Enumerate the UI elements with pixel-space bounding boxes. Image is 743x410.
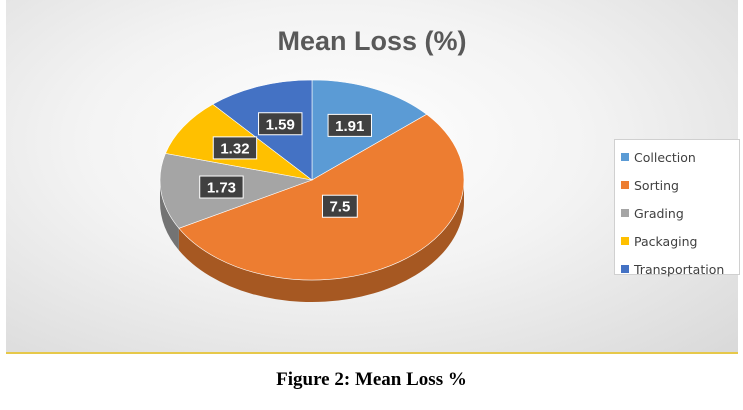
- legend-label: Collection: [634, 149, 696, 165]
- data-label-packaging: 1.32: [212, 136, 258, 160]
- data-label-sorting: 7.5: [321, 194, 358, 218]
- legend-swatch: [621, 153, 629, 161]
- legend-item-collection: Collection: [621, 143, 739, 171]
- legend-swatch: [621, 209, 629, 217]
- legend-label: Sorting: [634, 177, 679, 193]
- data-label-transportation: 1.59: [258, 112, 303, 136]
- pie-slice-sorting: [178, 113, 465, 281]
- legend-item-packaging: Packaging: [621, 227, 739, 255]
- pie-chart: 1.91 7.5 1.73 1.32 1.59: [159, 79, 465, 302]
- svg-text:1.59: 1.59: [266, 116, 295, 133]
- legend-item-grading: Grading: [621, 199, 739, 227]
- svg-text:7.5: 7.5: [329, 199, 350, 216]
- chart-area: 1.91 7.5 1.73 1.32 1.59 Mean Loss (%) Collec…: [6, 0, 740, 352]
- chart-border-line: [6, 352, 738, 354]
- svg-text:1.91: 1.91: [335, 118, 364, 135]
- svg-text:1.32: 1.32: [220, 140, 249, 157]
- legend: Collection Sorting Grading Packaging Transpo…: [614, 139, 740, 277]
- legend-swatch: [621, 265, 629, 273]
- svg-text:1.73: 1.73: [207, 180, 236, 197]
- chart-title: Mean Loss (%): [277, 26, 467, 56]
- data-label-collection: 1.91: [327, 113, 372, 137]
- legend-swatch: [621, 181, 629, 189]
- legend-item-transportation: Transportation: [621, 255, 739, 283]
- legend-item-sorting: Sorting: [621, 171, 739, 199]
- legend-label: Grading: [634, 205, 684, 221]
- legend-label: Packaging: [634, 233, 698, 249]
- legend-label: Transportation: [634, 261, 725, 277]
- legend-swatch: [621, 237, 629, 245]
- figure-caption: Figure 2: Mean Loss %: [276, 369, 467, 390]
- data-label-grading: 1.73: [199, 175, 244, 199]
